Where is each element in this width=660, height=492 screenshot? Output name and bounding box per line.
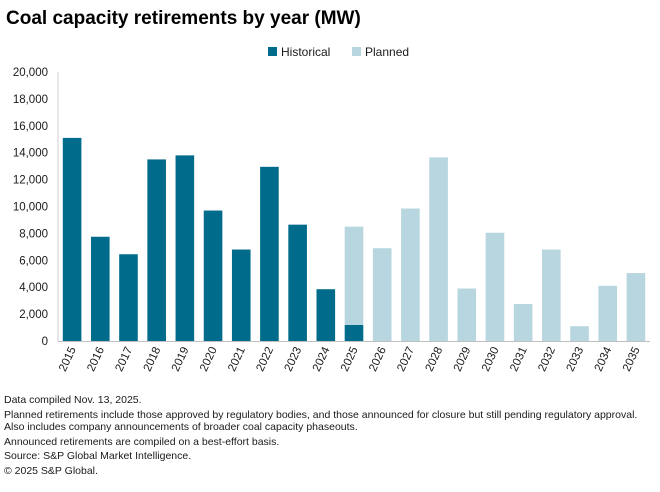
x-tick-label: 2016 bbox=[85, 345, 107, 373]
historical-bar-2016 bbox=[90, 236, 110, 341]
x-tick-label: 2021 bbox=[226, 345, 248, 373]
note-best-effort: Announced retirements are compiled on a … bbox=[4, 435, 280, 448]
planned-bar-2031 bbox=[513, 304, 533, 341]
historical-bar-2019 bbox=[175, 155, 195, 341]
y-tick-label: 16,000 bbox=[13, 121, 48, 133]
historical-bar-2025 bbox=[344, 324, 364, 341]
x-tick-label: 2019 bbox=[170, 345, 192, 373]
historical-legend-label: Historical bbox=[281, 45, 330, 59]
x-tick-label: 2028 bbox=[424, 345, 446, 373]
legend: Historical Planned bbox=[268, 45, 409, 59]
historical-bar-2024 bbox=[316, 289, 336, 341]
historical-legend-swatch bbox=[268, 47, 277, 56]
x-tick-label: 2033 bbox=[565, 345, 587, 373]
x-tick-label: 2017 bbox=[114, 345, 136, 373]
x-tick-label: 2035 bbox=[621, 345, 643, 373]
planned-bar-2026 bbox=[372, 248, 392, 341]
historical-bar-2023 bbox=[288, 224, 307, 341]
chart-title: Coal capacity retirements by year (MW) bbox=[6, 8, 361, 29]
x-tick-label: 2020 bbox=[198, 345, 220, 373]
x-tick-label: 2032 bbox=[536, 345, 558, 373]
historical-bar-2022 bbox=[260, 166, 279, 341]
chart-notes: Data compiled Nov. 13, 2025. Planned ret… bbox=[4, 394, 656, 479]
x-tick-label: 2034 bbox=[593, 345, 615, 374]
note-planned-definition: Planned retirements include those approv… bbox=[4, 408, 638, 434]
note-copyright: © 2025 S&P Global. bbox=[4, 464, 98, 477]
planned-bar-2034 bbox=[598, 285, 618, 341]
planned-bar-2030 bbox=[485, 232, 505, 341]
y-axis: 0 2,000 4,000 6,000 8,000 10,000 12,000 14,000 1… bbox=[13, 67, 59, 348]
x-tick-label: 2024 bbox=[311, 345, 333, 374]
note-source: Source: S&P Global Market Intelligence. bbox=[4, 450, 192, 462]
y-tick-label: 2,000 bbox=[19, 309, 48, 321]
y-tick-label: 12,000 bbox=[13, 175, 48, 187]
x-tick-label: 2022 bbox=[254, 345, 276, 373]
planned-legend-label: Planned bbox=[365, 45, 409, 59]
y-tick-label: 4,000 bbox=[19, 282, 48, 294]
y-tick-label: 14,000 bbox=[13, 148, 48, 160]
x-tick-label: 2027 bbox=[395, 345, 417, 373]
bar-chart: Historical Planned 0 2,000 4,000 6,000 8,000 1… bbox=[13, 45, 650, 374]
planned-bar-2025 bbox=[344, 226, 364, 325]
historical-bar-2021 bbox=[231, 249, 251, 341]
historical-bar-2020 bbox=[203, 210, 223, 341]
planned-legend-swatch bbox=[352, 47, 361, 56]
planned-bar-2035 bbox=[626, 273, 646, 341]
planned-bar-2029 bbox=[457, 288, 477, 341]
x-tick-label: 2023 bbox=[283, 345, 305, 373]
historical-bar-2018 bbox=[147, 159, 166, 341]
y-tick-label: 20,000 bbox=[13, 67, 48, 79]
y-tick-label: 8,000 bbox=[19, 228, 48, 240]
y-tick-label: 6,000 bbox=[19, 255, 48, 267]
note-date: Data compiled Nov. 13, 2025. bbox=[4, 394, 142, 406]
historical-bar-2015 bbox=[62, 137, 82, 341]
x-axis: 2015 2016 2017 2018 2019 2020 2021 2022 2023 2024… bbox=[57, 341, 650, 374]
planned-bar-2032 bbox=[542, 249, 561, 341]
x-tick-label: 2029 bbox=[452, 345, 474, 373]
historical-bar-2017 bbox=[119, 254, 138, 341]
x-tick-label: 2030 bbox=[480, 345, 502, 373]
planned-bar-2027 bbox=[401, 208, 420, 341]
planned-bar-2033 bbox=[570, 326, 589, 341]
y-tick-label: 10,000 bbox=[13, 202, 48, 214]
y-tick-label: 18,000 bbox=[13, 94, 48, 106]
x-tick-label: 2025 bbox=[339, 345, 361, 373]
x-tick-label: 2031 bbox=[508, 345, 530, 373]
x-tick-label: 2026 bbox=[367, 345, 389, 373]
bars-group bbox=[62, 137, 646, 341]
planned-bar-2028 bbox=[429, 157, 448, 341]
y-tick-label: 0 bbox=[42, 336, 48, 348]
x-tick-label: 2018 bbox=[142, 345, 164, 373]
x-tick-label: 2015 bbox=[57, 345, 79, 373]
